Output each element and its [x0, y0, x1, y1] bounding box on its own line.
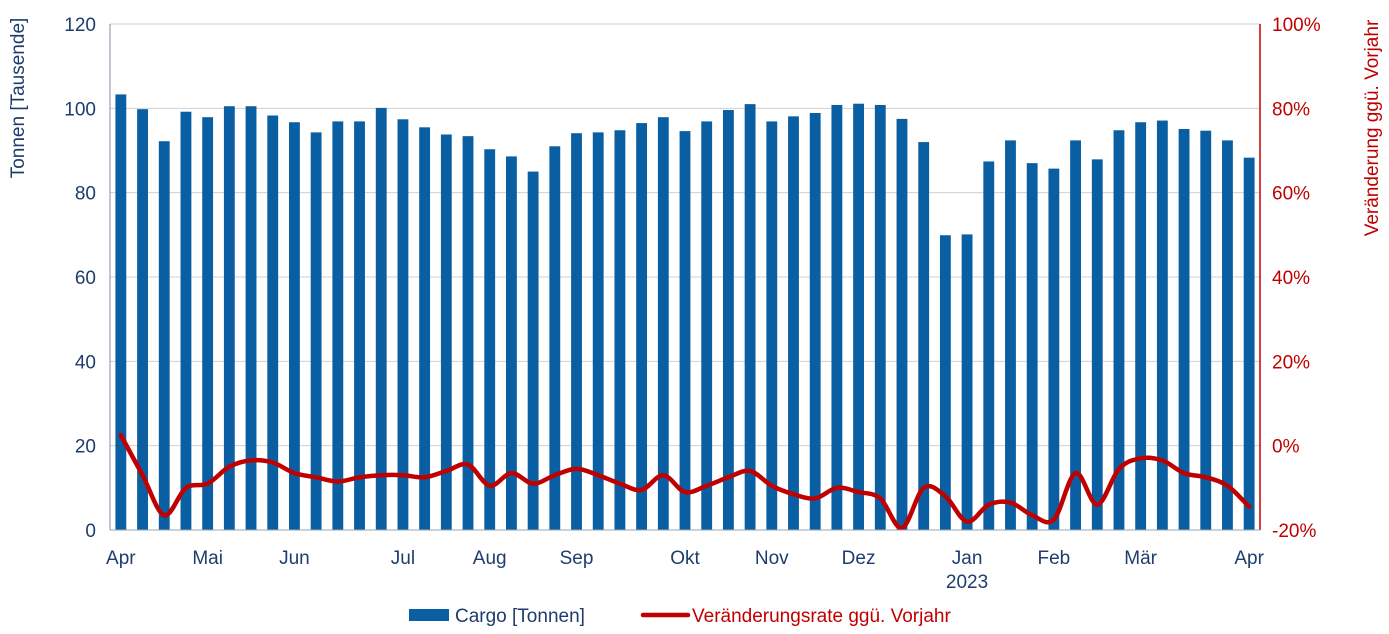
legend-bar-label: Cargo [Tonnen] — [455, 606, 585, 627]
bar-series — [115, 94, 1255, 531]
left-tick-label: 40 — [75, 352, 96, 373]
bar — [722, 110, 734, 531]
x-tick-label: Mai — [192, 548, 223, 569]
bar — [1200, 130, 1212, 530]
legend-line-label: Veränderungsrate ggü. Vorjahr — [692, 606, 951, 627]
bar — [1005, 140, 1016, 530]
right-axis-title: Veränderung ggü. Vorjahr — [1362, 19, 1383, 236]
x-tick-label: Mär — [1124, 548, 1157, 569]
bar — [592, 132, 604, 530]
change-rate-line — [118, 432, 1252, 531]
right-tick-label: 60% — [1272, 184, 1310, 205]
bar — [223, 106, 235, 530]
bar — [744, 104, 756, 530]
bar — [332, 121, 344, 530]
bar — [267, 115, 279, 531]
bar — [874, 104, 886, 531]
bar — [505, 156, 517, 531]
x-tick-label: Sep — [560, 548, 594, 569]
bar — [1113, 130, 1125, 530]
x-axis-ticks: Apr Mai Jun Jul Aug Sep Okt Nov Dez Jan 2023 Feb Mär… — [106, 548, 1265, 593]
bar — [896, 118, 908, 530]
x-tick-label: Okt — [670, 548, 700, 569]
x-tick-label: Dez — [842, 548, 876, 569]
bar — [1156, 120, 1168, 530]
bar — [679, 131, 691, 530]
bar — [809, 112, 821, 530]
bar — [158, 141, 170, 530]
x-tick-label: Apr — [106, 548, 136, 569]
bar — [1222, 140, 1233, 530]
right-tick-label: 80% — [1272, 99, 1310, 120]
bar — [853, 103, 865, 530]
right-axis-ticks: -20% 0% 20% 40% 60% 80% 100% — [1272, 15, 1321, 542]
bar — [1178, 128, 1190, 530]
bar — [1135, 122, 1147, 530]
right-tick-label: 40% — [1272, 268, 1310, 289]
bar — [137, 109, 148, 530]
axes — [109, 24, 1261, 531]
bar — [419, 127, 431, 530]
x-tick-label: Apr — [1234, 548, 1264, 569]
x-tick-label: Jun — [279, 548, 310, 569]
bar — [115, 94, 127, 530]
right-tick-label: -20% — [1272, 521, 1316, 542]
x-tick-label: Jul — [391, 548, 415, 569]
bar — [939, 235, 951, 530]
x-tick-label: Aug — [473, 548, 507, 569]
left-tick-label: 20 — [75, 437, 96, 458]
bar — [462, 136, 474, 530]
x-tick-label: Feb — [1037, 548, 1070, 569]
bar — [657, 117, 669, 531]
right-tick-label: 0% — [1272, 437, 1300, 458]
bar — [202, 117, 214, 531]
right-tick-label: 20% — [1272, 352, 1310, 373]
bar — [484, 149, 496, 531]
bar — [701, 121, 713, 530]
bar — [961, 234, 973, 530]
bar — [289, 122, 300, 530]
bar — [1243, 157, 1255, 530]
bar — [245, 106, 257, 530]
left-tick-label: 120 — [64, 15, 96, 36]
legend: Cargo [Tonnen] Veränderungsrate ggü. Vor… — [409, 606, 951, 627]
bar — [918, 142, 930, 531]
bar — [831, 104, 843, 531]
bar — [766, 121, 778, 530]
bar — [1048, 168, 1060, 531]
x-tick-sublabel: 2023 — [946, 572, 988, 593]
bar — [1091, 159, 1103, 531]
bar — [354, 121, 365, 530]
bar — [983, 161, 995, 531]
bar — [614, 130, 626, 530]
left-axis-title: Tonnen [Tausende] — [8, 18, 29, 179]
bar — [440, 134, 452, 530]
bar — [549, 146, 561, 531]
left-tick-label: 60 — [75, 268, 96, 289]
legend-bar-swatch — [409, 609, 449, 621]
left-tick-label: 0 — [85, 521, 96, 542]
right-tick-label: 100% — [1272, 15, 1321, 36]
left-tick-label: 100 — [64, 99, 96, 120]
bar — [527, 171, 539, 531]
bar — [636, 123, 648, 530]
left-tick-label: 80 — [75, 184, 96, 205]
left-axis-ticks: 0 20 40 60 80 100 120 — [64, 15, 96, 542]
bar — [571, 133, 582, 530]
bar — [1026, 163, 1038, 530]
x-tick-label: Nov — [755, 548, 789, 569]
bar — [1070, 140, 1081, 530]
bar — [180, 111, 192, 530]
bar — [397, 119, 409, 531]
line-series — [118, 432, 1252, 531]
x-tick-label: Jan — [952, 548, 983, 569]
bar — [375, 107, 387, 530]
bar — [788, 116, 799, 530]
bar — [310, 132, 322, 530]
